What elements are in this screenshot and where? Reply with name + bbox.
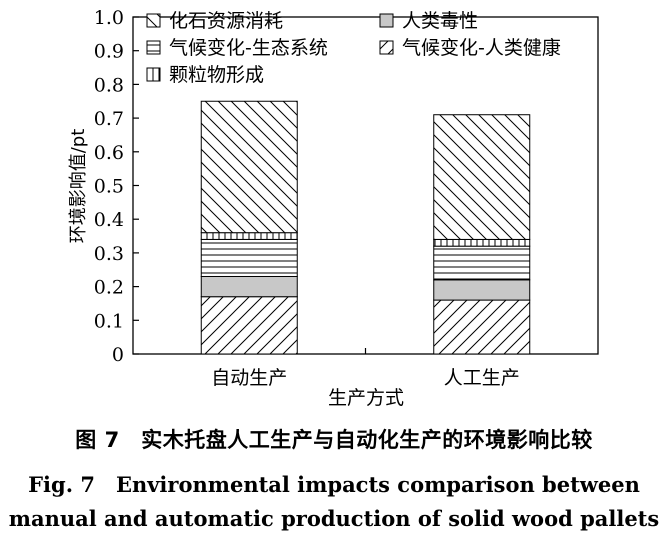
legend-label: 化石资源消耗 [169,10,283,32]
x-category-label: 人工生产 [444,367,520,389]
bar-segment-颗粒物形成-1 [433,238,531,247]
y-tick-label: 0.6 [94,142,124,164]
bar-segment-人类毒性-0 [200,275,298,298]
legend-swatch [146,67,161,82]
bar-segment-气候变化-生态系统-1 [433,245,531,281]
legend-item-化石资源消耗: 化石资源消耗 [146,10,283,32]
legend-swatch [379,40,394,55]
stacked-bar-chart: 0 0.1 0.2 0.3 0.4 0.5 0.6 0.7 0.8 0.9 1.0 自动生产 人工生产… [68,7,599,409]
y-tick-label: 0.9 [94,41,124,63]
legend-swatch [379,13,394,28]
figure-caption-english-line2: manual and automatic production of solid… [8,506,660,531]
legend-label: 气候变化-生态系统 [169,37,328,59]
legend-item-气候变化-生态系统: 气候变化-生态系统 [146,37,328,59]
x-axis-title: 生产方式 [328,387,404,409]
figure-caption-english-line1: Fig. 7 Environmental impacts comparison … [28,472,640,497]
legend-item-颗粒物形成: 颗粒物形成 [146,64,264,86]
bar-segment-气候变化-人类健康-0 [200,296,298,355]
y-tick-label: 0.5 [94,176,124,198]
y-tick-label: 0.1 [94,310,124,332]
y-tick-label: 0.3 [94,243,124,265]
x-category-label: 自动生产 [211,367,287,389]
legend-label: 颗粒物形成 [169,64,264,86]
bar-segment-人类毒性-1 [433,279,531,301]
legend-label: 气候变化-人类健康 [402,37,561,59]
bar-segment-颗粒物形成-0 [200,232,298,240]
bar-segment-化石资源消耗-1 [433,114,531,240]
y-tick-label: 0.7 [94,108,124,130]
y-tick-label: 0 [112,344,124,366]
legend-item-气候变化-人类健康: 气候变化-人类健康 [379,37,561,59]
y-tick-label: 0.4 [94,209,124,231]
bar-segment-化石资源消耗-0 [200,100,298,234]
y-tick-label: 0.8 [94,74,124,96]
y-tick-label: 0.2 [94,277,124,299]
legend-item-人类毒性: 人类毒性 [379,10,478,32]
y-axis-title: 环境影响值/pt [68,129,89,244]
figure-caption-chinese: 图 7 实木托盘人工生产与自动化生产的环境影响比较 [75,428,593,452]
legend-label: 人类毒性 [402,10,478,32]
legend-swatch [146,40,161,55]
legend-swatch [146,13,161,28]
bar-segment-气候变化-生态系统-0 [200,238,298,277]
bar-segment-气候变化-人类健康-1 [433,299,531,355]
y-tick-label: 1.0 [94,7,124,29]
